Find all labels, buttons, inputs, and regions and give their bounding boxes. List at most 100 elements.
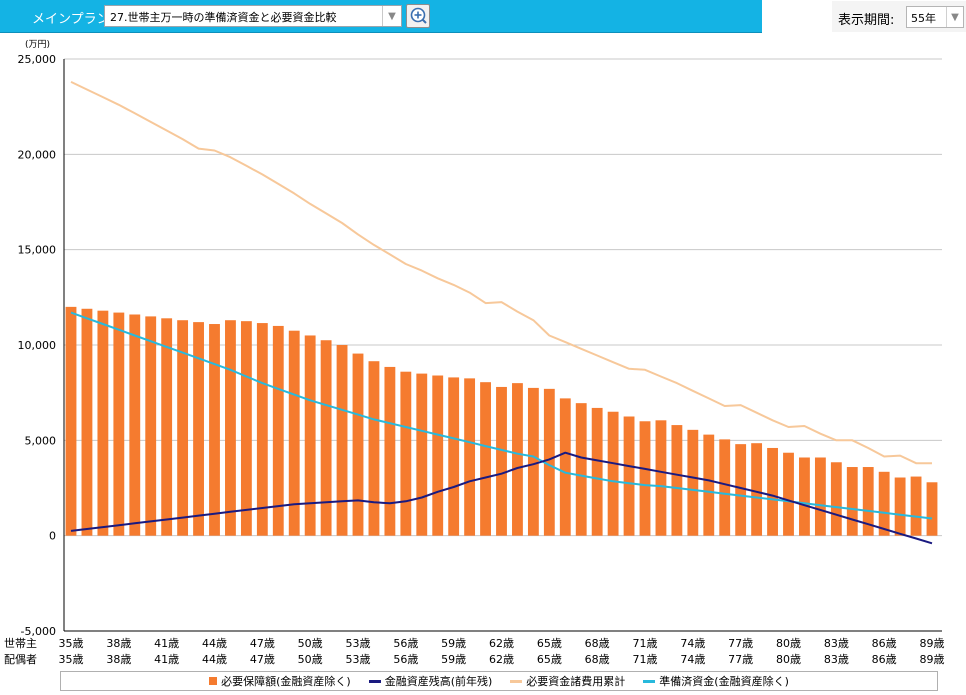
x-tick-label-head: 89歳 xyxy=(920,637,945,650)
x-tick-label-head: 71歳 xyxy=(633,637,658,650)
series-line-cost xyxy=(70,80,932,465)
bar xyxy=(400,371,412,536)
plan-select[interactable]: 27.世帯主万一時の準備済資金と必要資金比較 ▼ xyxy=(104,5,402,27)
bar xyxy=(751,443,763,536)
legend-label: 必要保障額(金融資産除く) xyxy=(221,675,351,688)
x-tick-label-spouse: 59歳 xyxy=(441,653,466,666)
legend-swatch xyxy=(643,679,656,683)
bar xyxy=(320,340,332,536)
plan-label: メインプラン： xyxy=(32,12,123,27)
x-tick-label-spouse: 80歳 xyxy=(776,653,801,666)
row-label-head: 世帯主 xyxy=(4,637,37,650)
x-tick-label-spouse: 68歳 xyxy=(585,653,610,666)
x-tick-label-head: 56歳 xyxy=(393,637,418,650)
y-tick-label: -5,000 xyxy=(21,625,56,638)
x-tick-label-head: 50歳 xyxy=(298,637,323,650)
x-tick-label-spouse: 35歳 xyxy=(59,653,84,666)
legend-item-cost: 必要資金諸費用累計 xyxy=(510,673,625,689)
bar xyxy=(926,482,938,536)
plan-select-value: 27.世帯主万一時の準備済資金と必要資金比較 xyxy=(110,11,337,24)
x-tick-label-spouse: 53歳 xyxy=(346,653,371,666)
bar xyxy=(878,471,890,536)
bar xyxy=(97,310,109,536)
bar xyxy=(129,314,141,536)
bar xyxy=(910,476,922,536)
bar xyxy=(719,439,731,536)
x-tick-label-spouse: 41歳 xyxy=(154,653,179,666)
bar xyxy=(464,378,476,536)
legend-label: 準備済資金(金融資産除く) xyxy=(659,675,789,688)
bar xyxy=(543,388,555,536)
bar xyxy=(384,366,396,536)
bar xyxy=(862,467,874,536)
x-tick-label-head: 35歳 xyxy=(59,637,84,650)
x-tick-label-head: 47歳 xyxy=(250,637,275,650)
x-tick-label-head: 53歳 xyxy=(346,637,371,650)
bar xyxy=(639,421,651,536)
bar xyxy=(703,434,715,536)
period-select-value: 55年 xyxy=(911,12,936,25)
y-tick-label: 5,000 xyxy=(25,434,57,447)
header-bar: メインプラン： 27.世帯主万一時の準備済資金と必要資金比較 ▼ xyxy=(0,0,762,33)
chevron-down-icon[interactable]: ▼ xyxy=(382,6,401,26)
legend-swatch xyxy=(368,679,381,683)
bar xyxy=(161,318,173,536)
x-tick-label-head: 62歳 xyxy=(489,637,514,650)
bar xyxy=(193,322,204,536)
bar xyxy=(783,452,794,536)
bar xyxy=(607,411,619,536)
x-tick-label-spouse: 38歳 xyxy=(106,653,131,666)
bar xyxy=(225,320,236,536)
bar xyxy=(527,387,539,536)
legend-item-balance: 金融資産残高(前年残) xyxy=(368,673,492,689)
y-tick-label: 15,000 xyxy=(18,244,57,257)
period-select[interactable]: 55年 ▼ xyxy=(906,6,964,28)
period-control: 表示期間: 55年 ▼ xyxy=(832,1,966,32)
x-tick-label-head: 86歳 xyxy=(872,637,897,650)
bar xyxy=(272,325,284,536)
x-tick-label-spouse: 44歳 xyxy=(202,653,227,666)
x-tick-label-spouse: 83歳 xyxy=(824,653,849,666)
bar xyxy=(591,407,603,536)
chart-area: -5,000 0 5,000 10,000 15,000 20,000 25,000 (万円)… xyxy=(4,39,945,666)
x-tick-label-head: 38歳 xyxy=(106,637,131,650)
x-tick-label-head: 80歳 xyxy=(776,637,801,650)
bar xyxy=(735,444,747,536)
zoom-button[interactable] xyxy=(406,4,430,28)
bar xyxy=(496,386,507,536)
bar xyxy=(65,306,77,536)
x-tick-label-spouse: 71歳 xyxy=(633,653,658,666)
x-tick-label-head: 59歳 xyxy=(441,637,466,650)
bar xyxy=(448,377,460,536)
bar xyxy=(352,353,364,536)
x-tick-label-head: 41歳 xyxy=(154,637,179,650)
x-tick-label-spouse: 47歳 xyxy=(250,653,275,666)
bar xyxy=(240,321,252,536)
row-label-spouse: 配偶者 xyxy=(4,653,37,666)
bar xyxy=(623,416,635,536)
bar xyxy=(767,447,778,536)
series-line-balance xyxy=(70,451,933,545)
y-unit-label: (万円) xyxy=(25,39,50,50)
legend-item-required: 必要保障額(金融資産除く) xyxy=(209,673,351,689)
chevron-down-icon[interactable]: ▼ xyxy=(946,7,963,27)
bar xyxy=(846,467,858,536)
bar xyxy=(256,323,268,536)
bar xyxy=(304,335,316,536)
legend-label: 必要資金諸費用累計 xyxy=(526,675,626,688)
bar xyxy=(336,345,348,536)
bar xyxy=(687,429,699,536)
x-tick-label-head: 44歳 xyxy=(202,637,227,650)
bar xyxy=(177,320,189,536)
period-label: 表示期間: xyxy=(838,13,895,28)
bar xyxy=(288,330,300,536)
legend-item-reserve: 準備済資金(金融資産除く) xyxy=(643,673,789,689)
bar xyxy=(113,312,125,536)
bar xyxy=(559,398,571,536)
bar xyxy=(512,383,523,536)
bar xyxy=(480,382,491,536)
bar xyxy=(671,425,683,536)
legend-swatch xyxy=(510,679,523,683)
legend-swatch xyxy=(209,677,218,685)
bar xyxy=(209,324,220,536)
